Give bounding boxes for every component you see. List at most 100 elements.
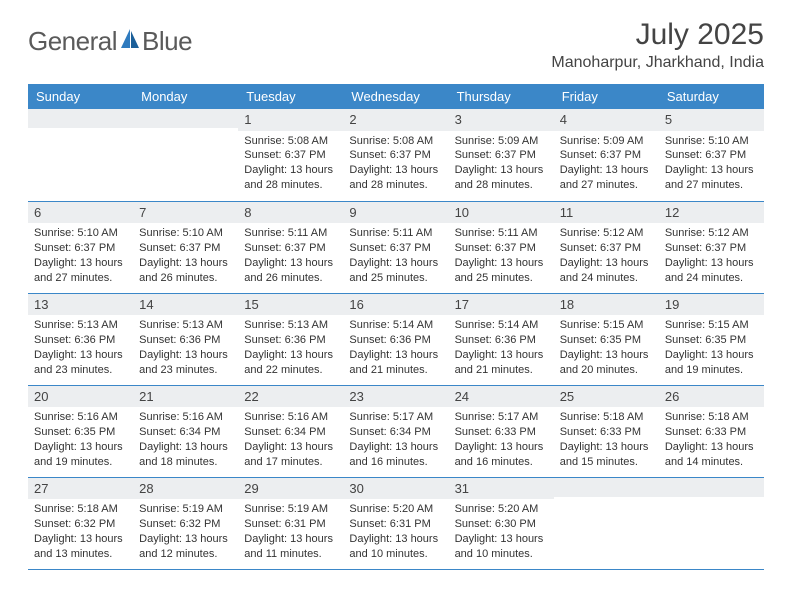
sunrise-line: Sunrise: 5:08 AM xyxy=(349,134,442,149)
calendar-day-cell: 27Sunrise: 5:18 AMSunset: 6:32 PMDayligh… xyxy=(28,477,133,569)
day-details: Sunrise: 5:08 AMSunset: 6:37 PMDaylight:… xyxy=(343,131,448,197)
calendar-day-cell: 22Sunrise: 5:16 AMSunset: 6:34 PMDayligh… xyxy=(238,385,343,477)
sunset-line: Sunset: 6:33 PM xyxy=(665,425,758,440)
sunset-line: Sunset: 6:36 PM xyxy=(139,333,232,348)
day-number: 4 xyxy=(554,109,659,131)
sunrise-line: Sunrise: 5:15 AM xyxy=(665,318,758,333)
day-number: 8 xyxy=(238,202,343,224)
daylight-line: Daylight: 13 hours and 26 minutes. xyxy=(139,256,232,286)
day-number: 12 xyxy=(659,202,764,224)
sunset-line: Sunset: 6:36 PM xyxy=(34,333,127,348)
day-number: 22 xyxy=(238,386,343,408)
sunrise-line: Sunrise: 5:16 AM xyxy=(139,410,232,425)
day-details: Sunrise: 5:10 AMSunset: 6:37 PMDaylight:… xyxy=(28,223,133,289)
sunrise-line: Sunrise: 5:11 AM xyxy=(455,226,548,241)
daylight-line: Daylight: 13 hours and 25 minutes. xyxy=(455,256,548,286)
calendar-day-cell: 6Sunrise: 5:10 AMSunset: 6:37 PMDaylight… xyxy=(28,201,133,293)
day-number: 23 xyxy=(343,386,448,408)
sunrise-line: Sunrise: 5:19 AM xyxy=(244,502,337,517)
day-details: Sunrise: 5:20 AMSunset: 6:31 PMDaylight:… xyxy=(343,499,448,565)
calendar-empty-cell xyxy=(554,477,659,569)
daylight-line: Daylight: 13 hours and 22 minutes. xyxy=(244,348,337,378)
daylight-line: Daylight: 13 hours and 10 minutes. xyxy=(455,532,548,562)
sunset-line: Sunset: 6:31 PM xyxy=(349,517,442,532)
day-number: 18 xyxy=(554,294,659,316)
calendar-day-cell: 5Sunrise: 5:10 AMSunset: 6:37 PMDaylight… xyxy=(659,109,764,201)
sunset-line: Sunset: 6:33 PM xyxy=(560,425,653,440)
sunrise-line: Sunrise: 5:18 AM xyxy=(560,410,653,425)
sunset-line: Sunset: 6:37 PM xyxy=(665,241,758,256)
sunrise-line: Sunrise: 5:09 AM xyxy=(455,134,548,149)
day-number: 29 xyxy=(238,478,343,500)
day-details: Sunrise: 5:11 AMSunset: 6:37 PMDaylight:… xyxy=(343,223,448,289)
calendar-day-cell: 4Sunrise: 5:09 AMSunset: 6:37 PMDaylight… xyxy=(554,109,659,201)
daylight-line: Daylight: 13 hours and 25 minutes. xyxy=(349,256,442,286)
daylight-line: Daylight: 13 hours and 16 minutes. xyxy=(455,440,548,470)
day-details: Sunrise: 5:17 AMSunset: 6:34 PMDaylight:… xyxy=(343,407,448,473)
sunrise-line: Sunrise: 5:17 AM xyxy=(455,410,548,425)
daylight-line: Daylight: 13 hours and 15 minutes. xyxy=(560,440,653,470)
daylight-line: Daylight: 13 hours and 17 minutes. xyxy=(244,440,337,470)
day-number: 14 xyxy=(133,294,238,316)
day-number: 13 xyxy=(28,294,133,316)
calendar-day-cell: 12Sunrise: 5:12 AMSunset: 6:37 PMDayligh… xyxy=(659,201,764,293)
day-number: 1 xyxy=(238,109,343,131)
daylight-line: Daylight: 13 hours and 19 minutes. xyxy=(665,348,758,378)
day-number: 30 xyxy=(343,478,448,500)
daylight-line: Daylight: 13 hours and 21 minutes. xyxy=(455,348,548,378)
calendar-day-cell: 20Sunrise: 5:16 AMSunset: 6:35 PMDayligh… xyxy=(28,385,133,477)
brand-prefix: General xyxy=(28,26,117,57)
day-number: 3 xyxy=(449,109,554,131)
day-details: Sunrise: 5:14 AMSunset: 6:36 PMDaylight:… xyxy=(449,315,554,381)
calendar-day-cell: 18Sunrise: 5:15 AMSunset: 6:35 PMDayligh… xyxy=(554,293,659,385)
day-details: Sunrise: 5:11 AMSunset: 6:37 PMDaylight:… xyxy=(238,223,343,289)
page-header: General Blue July 2025 Manoharpur, Jhark… xyxy=(28,18,764,80)
sunrise-line: Sunrise: 5:11 AM xyxy=(244,226,337,241)
calendar-day-cell: 13Sunrise: 5:13 AMSunset: 6:36 PMDayligh… xyxy=(28,293,133,385)
calendar-week-row: 27Sunrise: 5:18 AMSunset: 6:32 PMDayligh… xyxy=(28,477,764,569)
sunrise-line: Sunrise: 5:13 AM xyxy=(139,318,232,333)
weekday-header: Sunday xyxy=(28,84,133,109)
sunrise-line: Sunrise: 5:09 AM xyxy=(560,134,653,149)
daylight-line: Daylight: 13 hours and 28 minutes. xyxy=(349,163,442,193)
calendar-day-cell: 1Sunrise: 5:08 AMSunset: 6:37 PMDaylight… xyxy=(238,109,343,201)
sunrise-line: Sunrise: 5:20 AM xyxy=(349,502,442,517)
daylight-line: Daylight: 13 hours and 27 minutes. xyxy=(560,163,653,193)
daylight-line: Daylight: 13 hours and 26 minutes. xyxy=(244,256,337,286)
calendar-day-cell: 16Sunrise: 5:14 AMSunset: 6:36 PMDayligh… xyxy=(343,293,448,385)
weekday-header: Saturday xyxy=(659,84,764,109)
calendar-day-cell: 31Sunrise: 5:20 AMSunset: 6:30 PMDayligh… xyxy=(449,477,554,569)
day-number: 6 xyxy=(28,202,133,224)
day-details: Sunrise: 5:16 AMSunset: 6:35 PMDaylight:… xyxy=(28,407,133,473)
weekday-header: Thursday xyxy=(449,84,554,109)
daylight-line: Daylight: 13 hours and 28 minutes. xyxy=(455,163,548,193)
weekday-header: Wednesday xyxy=(343,84,448,109)
sunrise-line: Sunrise: 5:10 AM xyxy=(34,226,127,241)
calendar-day-cell: 2Sunrise: 5:08 AMSunset: 6:37 PMDaylight… xyxy=(343,109,448,201)
day-details: Sunrise: 5:09 AMSunset: 6:37 PMDaylight:… xyxy=(449,131,554,197)
calendar-day-cell: 7Sunrise: 5:10 AMSunset: 6:37 PMDaylight… xyxy=(133,201,238,293)
daylight-line: Daylight: 13 hours and 11 minutes. xyxy=(244,532,337,562)
sunset-line: Sunset: 6:30 PM xyxy=(455,517,548,532)
day-details: Sunrise: 5:15 AMSunset: 6:35 PMDaylight:… xyxy=(659,315,764,381)
daylight-line: Daylight: 13 hours and 12 minutes. xyxy=(139,532,232,562)
sunrise-line: Sunrise: 5:10 AM xyxy=(139,226,232,241)
daylight-line: Daylight: 13 hours and 10 minutes. xyxy=(349,532,442,562)
sunset-line: Sunset: 6:34 PM xyxy=(244,425,337,440)
calendar-page: General Blue July 2025 Manoharpur, Jhark… xyxy=(0,0,792,588)
calendar-day-cell: 14Sunrise: 5:13 AMSunset: 6:36 PMDayligh… xyxy=(133,293,238,385)
day-details: Sunrise: 5:14 AMSunset: 6:36 PMDaylight:… xyxy=(343,315,448,381)
sunset-line: Sunset: 6:36 PM xyxy=(244,333,337,348)
daylight-line: Daylight: 13 hours and 20 minutes. xyxy=(560,348,653,378)
calendar-day-cell: 25Sunrise: 5:18 AMSunset: 6:33 PMDayligh… xyxy=(554,385,659,477)
calendar-week-row: 1Sunrise: 5:08 AMSunset: 6:37 PMDaylight… xyxy=(28,109,764,201)
sunrise-line: Sunrise: 5:14 AM xyxy=(349,318,442,333)
location-line: Manoharpur, Jharkhand, India xyxy=(551,54,764,72)
day-details: Sunrise: 5:19 AMSunset: 6:31 PMDaylight:… xyxy=(238,499,343,565)
sunrise-line: Sunrise: 5:11 AM xyxy=(349,226,442,241)
day-details: Sunrise: 5:13 AMSunset: 6:36 PMDaylight:… xyxy=(28,315,133,381)
calendar-day-cell: 10Sunrise: 5:11 AMSunset: 6:37 PMDayligh… xyxy=(449,201,554,293)
day-details: Sunrise: 5:10 AMSunset: 6:37 PMDaylight:… xyxy=(659,131,764,197)
day-details: Sunrise: 5:12 AMSunset: 6:37 PMDaylight:… xyxy=(659,223,764,289)
sunset-line: Sunset: 6:37 PM xyxy=(244,241,337,256)
